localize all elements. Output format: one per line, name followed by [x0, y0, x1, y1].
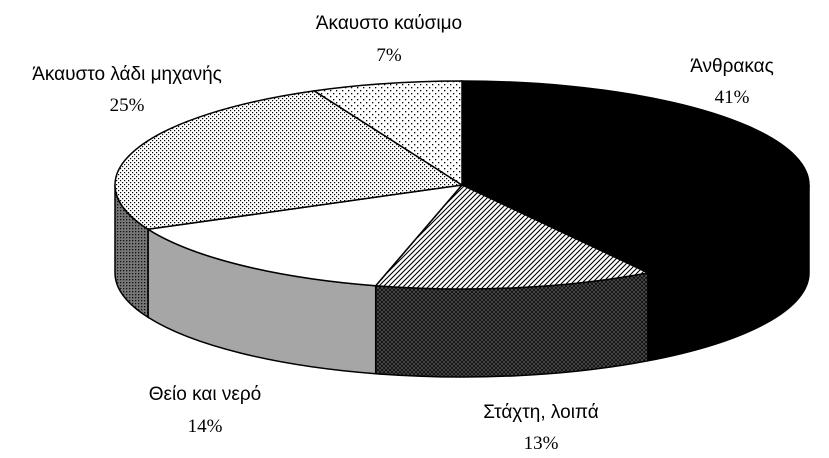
pie-slice-3: [114, 90, 465, 231]
pie-labels: Άνθρακας 41% Στάχτη, λοιπά 13% Θείο και νερό…: [32, 13, 774, 454]
pie-slice-1: [374, 184, 651, 290]
pie-slices: [114, 80, 810, 290]
slice-label-3: Άκαυστο λάδι μηχανής: [32, 64, 222, 85]
slice-label-0: Άνθρακας: [690, 56, 774, 77]
slice-label-2: Θείο και νερό: [149, 384, 261, 405]
pie-slice-4: [312, 80, 463, 187]
slice-value-label-1: 13%: [524, 433, 559, 454]
pie-sides: [114, 184, 810, 378]
slice-label-1: Στάχτη, λοιπά: [483, 402, 599, 423]
slice-label-4: Άκαυστο καύσιμο: [316, 13, 462, 34]
pie-slice-2: [145, 183, 464, 287]
slice-value-label-2: 14%: [188, 416, 223, 437]
slice-value-label-4: 7%: [376, 45, 402, 66]
pie-slice-0: [461, 80, 810, 274]
slice-value-label-0: 41%: [715, 87, 750, 108]
slice-value-label-3: 25%: [110, 95, 145, 116]
